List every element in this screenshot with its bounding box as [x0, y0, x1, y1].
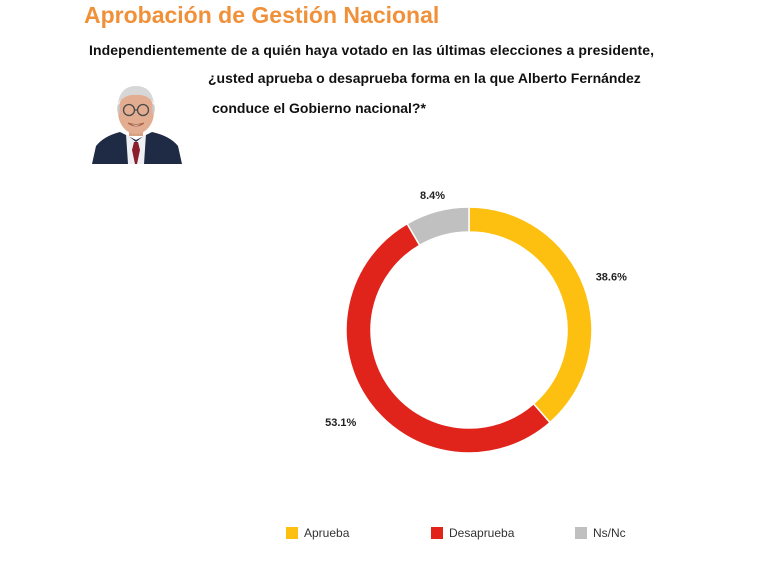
legend-label-aprueba: Aprueba	[304, 526, 350, 540]
legend-label-nsnc: Ns/Nc	[593, 526, 626, 540]
question-line-3: conduce el Gobierno nacional?*	[212, 100, 426, 116]
slice-nsnc	[406, 206, 470, 247]
legend-swatch-nsnc	[575, 527, 587, 539]
legend-label-desaprueba: Desaprueba	[449, 526, 515, 540]
legend-item-desaprueba: Desaprueba	[431, 526, 514, 540]
president-portrait	[90, 74, 182, 164]
legend-item-aprueba: Aprueba	[286, 526, 349, 540]
data-label-nsnc: 8.4%	[420, 190, 445, 202]
slice-aprueba	[468, 206, 593, 424]
legend-swatch-aprueba	[286, 527, 298, 539]
data-label-aprueba: 38.6%	[596, 272, 627, 284]
data-label-desaprueba: 53.1%	[325, 417, 356, 429]
slice-desaprueba	[345, 222, 552, 454]
question-line-1: Independientemente de a quién haya votad…	[89, 42, 655, 58]
question-line-2: ¿usted aprueba o desaprueba forma en la …	[208, 70, 641, 86]
chart-title: Aprobación de Gestión Nacional	[84, 2, 440, 28]
legend-item-nsnc: Ns/Nc	[575, 526, 626, 540]
legend-swatch-desaprueba	[431, 527, 443, 539]
